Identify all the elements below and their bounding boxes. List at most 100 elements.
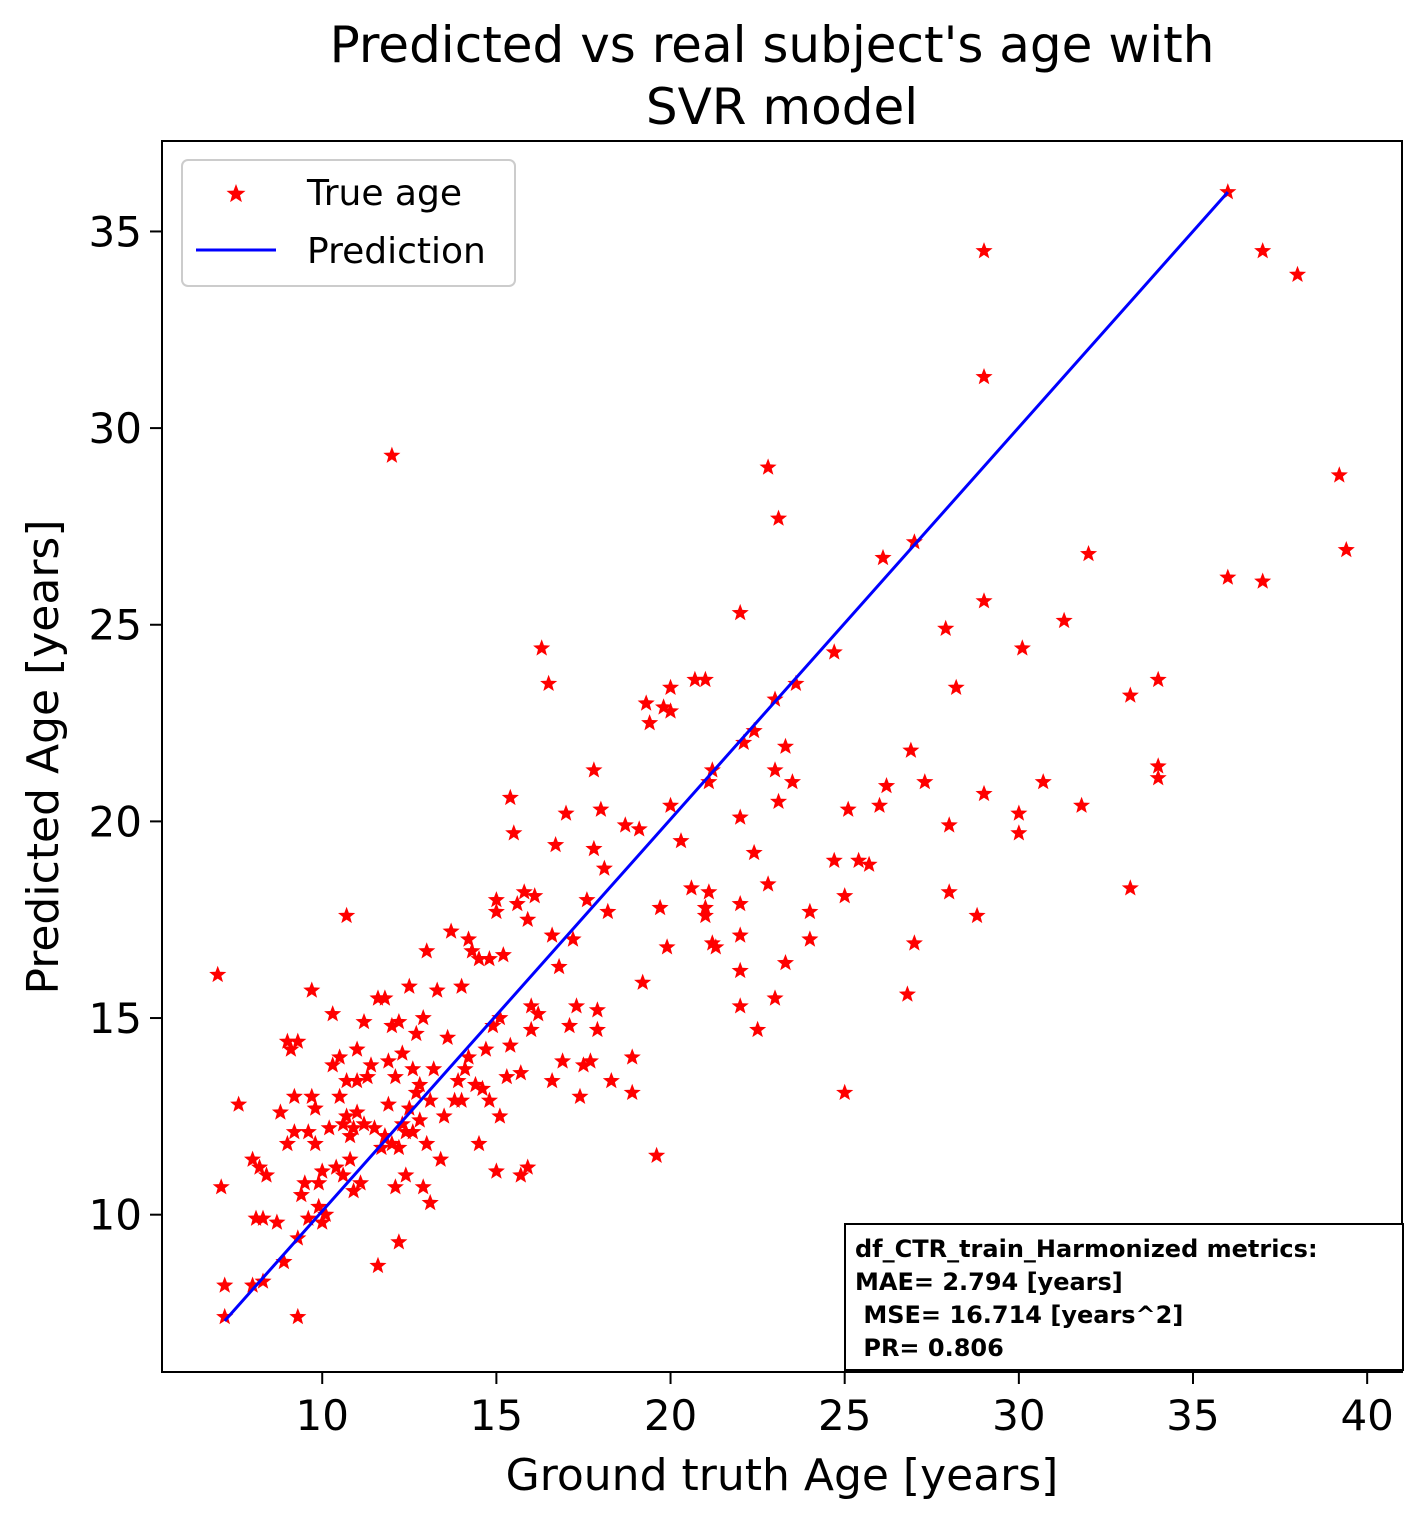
- data-point: [230, 1095, 248, 1112]
- data-point: [446, 1091, 464, 1108]
- data-point: [470, 950, 488, 967]
- data-point: [526, 887, 544, 904]
- y-tick-label: 20: [89, 797, 142, 846]
- data-point: [902, 741, 920, 758]
- data-point: [1330, 466, 1348, 483]
- data-point: [352, 1174, 370, 1191]
- data-point: [574, 1056, 592, 1073]
- data-point: [877, 777, 896, 794]
- y-tick-label: 15: [89, 994, 142, 1043]
- data-point: [372, 1138, 390, 1156]
- data-point: [1149, 670, 1167, 688]
- data-point: [578, 891, 596, 908]
- data-point: [937, 619, 955, 636]
- data-point: [487, 902, 505, 920]
- data-point: [439, 1028, 457, 1045]
- metrics-line-4: PR= 0.806: [855, 1334, 1004, 1362]
- data-point: [425, 1060, 443, 1077]
- data-point: [460, 930, 478, 947]
- data-point: [400, 977, 418, 994]
- data-point: [759, 875, 777, 892]
- data-point: [271, 1103, 289, 1120]
- data-point: [257, 1166, 276, 1183]
- data-point: [700, 773, 718, 790]
- data-point: [512, 1166, 530, 1183]
- data-point: [303, 1087, 321, 1104]
- data-point: [735, 733, 753, 750]
- data-point: [1121, 686, 1139, 703]
- data-point: [975, 592, 993, 609]
- data-point: [543, 1072, 561, 1089]
- data-point: [662, 796, 680, 813]
- plot-frame: [161, 140, 1403, 1373]
- data-point: [776, 954, 794, 971]
- data-point: [348, 1072, 366, 1089]
- data-point: [432, 1150, 450, 1167]
- legend-box: [181, 159, 516, 287]
- data-point: [905, 533, 923, 550]
- data-point: [540, 674, 558, 691]
- data-point: [766, 989, 784, 1006]
- data-point: [1288, 265, 1307, 282]
- data-point: [317, 1205, 335, 1222]
- data-point: [365, 1119, 383, 1136]
- data-point: [216, 1276, 234, 1293]
- data-point: [251, 1158, 269, 1175]
- data-point: [421, 1193, 439, 1211]
- data-point: [905, 934, 923, 951]
- data-point: [648, 1146, 666, 1163]
- data-point: [672, 832, 690, 849]
- data-point: [299, 1123, 317, 1140]
- data-point: [1121, 879, 1139, 896]
- data-point: [581, 1052, 599, 1069]
- data-point: [505, 824, 523, 841]
- data-point: [484, 1016, 502, 1034]
- data-point: [244, 1150, 262, 1167]
- data-point: [376, 989, 394, 1006]
- chart-title-line-2: SVR model: [646, 78, 918, 136]
- data-point: [456, 1060, 474, 1077]
- data-point: [310, 1197, 328, 1215]
- metrics-box: df_CTR_train_Harmonized metrics: MAE= 2.…: [844, 1223, 1404, 1371]
- data-point: [871, 796, 889, 813]
- data-point: [682, 879, 700, 896]
- data-point: [529, 1005, 547, 1022]
- data-point: [400, 1099, 418, 1116]
- data-point: [289, 1032, 307, 1049]
- data-point: [655, 698, 673, 715]
- data-point: [466, 1075, 484, 1093]
- data-point: [550, 957, 568, 975]
- data-point: [327, 1158, 345, 1175]
- data-point: [731, 997, 749, 1014]
- data-point: [296, 1174, 314, 1191]
- x-axis-ticks: 10 15 20 25 30 35 40: [295, 1372, 1394, 1440]
- x-tick-label: 15: [470, 1391, 523, 1440]
- data-point: [522, 997, 540, 1014]
- y-tick-label: 35: [89, 207, 142, 256]
- data-point: [700, 883, 718, 900]
- data-point: [801, 930, 819, 947]
- data-point: [571, 1087, 589, 1104]
- data-point: [480, 1091, 498, 1108]
- data-point: [975, 242, 993, 259]
- data-point: [874, 548, 892, 566]
- data-point: [407, 1024, 425, 1042]
- data-point: [411, 1111, 429, 1128]
- data-point: [460, 1048, 478, 1065]
- data-point: [404, 1060, 422, 1077]
- data-point: [487, 1162, 505, 1179]
- legend-star-icon: [226, 184, 246, 203]
- data-point: [651, 898, 669, 916]
- data-point: [1055, 611, 1073, 629]
- data-point: [696, 670, 714, 688]
- data-point: [390, 1013, 408, 1030]
- data-point: [289, 1307, 307, 1325]
- data-point: [282, 1040, 300, 1057]
- data-point: [898, 985, 916, 1002]
- data-point: [860, 855, 878, 872]
- data-point: [285, 1087, 303, 1104]
- x-tick-label: 10: [295, 1391, 348, 1440]
- data-point: [407, 1083, 425, 1100]
- data-point: [390, 1233, 408, 1250]
- data-point: [512, 1064, 530, 1081]
